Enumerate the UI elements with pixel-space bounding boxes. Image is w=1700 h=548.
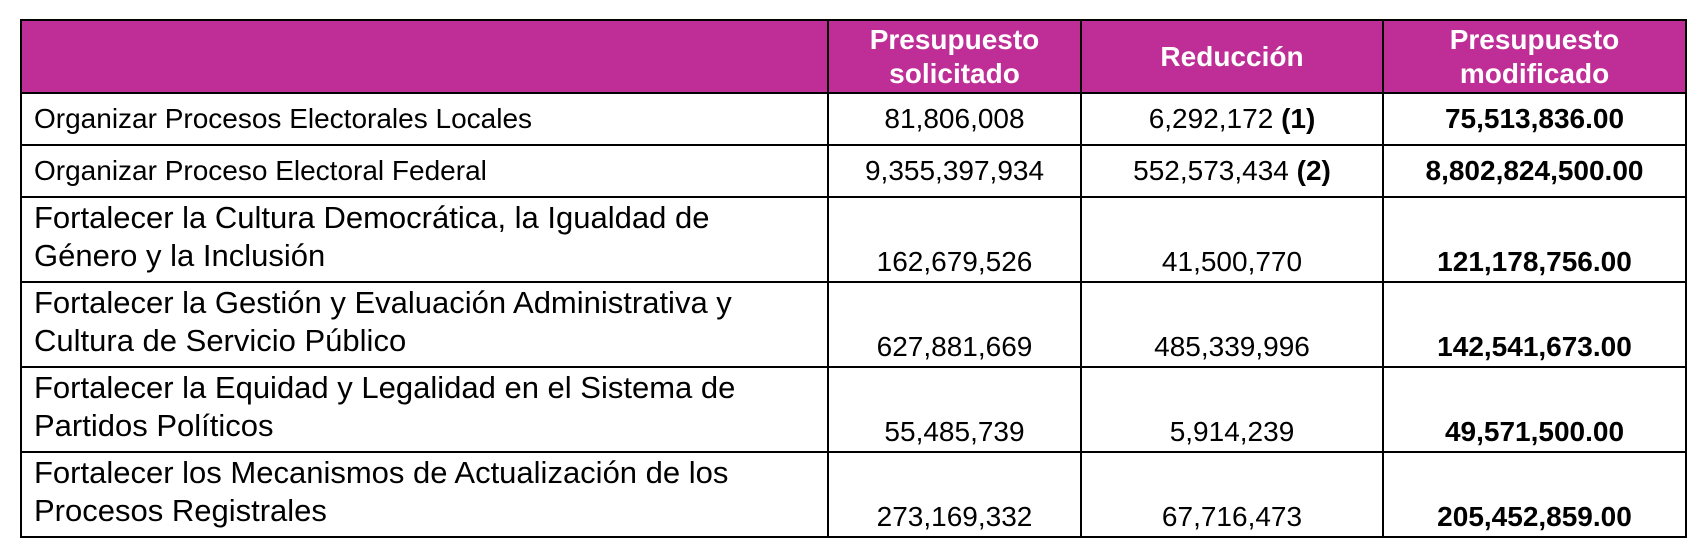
reduccion-cell: 485,339,996 <box>1080 281 1384 368</box>
modificado-cell: 205,452,859.00 <box>1382 451 1687 538</box>
table-row: Fortalecer la Cultura Democrática, la Ig… <box>20 196 1687 283</box>
table-row: Organizar Proceso Electoral Federal 9,35… <box>20 144 1687 198</box>
reduccion-cell: 552,573,434 (2) <box>1080 144 1384 198</box>
concept-cell: Fortalecer la Equidad y Legalidad en el … <box>20 366 829 453</box>
reduccion-cell: 67,716,473 <box>1080 451 1384 538</box>
table-row: Fortalecer los Mecanismos de Actualizaci… <box>20 451 1687 538</box>
modificado-cell: 121,178,756.00 <box>1382 196 1687 283</box>
reduccion-value: 6,292,172 <box>1148 103 1274 134</box>
header-row: Presupuesto solicitado Reducción Presupu… <box>20 19 1687 94</box>
concept-cell: Fortalecer los Mecanismos de Actualizaci… <box>20 451 829 538</box>
table-row: Fortalecer la Equidad y Legalidad en el … <box>20 366 1687 453</box>
reduccion-cell: 41,500,770 <box>1080 196 1384 283</box>
table-row: Organizar Procesos Electorales Locales 8… <box>20 92 1687 146</box>
modificado-cell: 75,513,836.00 <box>1382 92 1687 146</box>
solicitado-cell: 273,169,332 <box>827 451 1082 538</box>
reduccion-cell: 6,292,172 (1) <box>1080 92 1384 146</box>
concept-cell: Fortalecer la Gestión y Evaluación Admin… <box>20 281 829 368</box>
solicitado-cell: 55,485,739 <box>827 366 1082 453</box>
concept-cell: Fortalecer la Cultura Democrática, la Ig… <box>20 196 829 283</box>
solicitado-cell: 627,881,669 <box>827 281 1082 368</box>
table-header: Presupuesto solicitado Reducción Presupu… <box>20 19 1687 94</box>
budget-table: Presupuesto solicitado Reducción Presupu… <box>20 19 1687 538</box>
reduccion-cell: 5,914,239 <box>1080 366 1384 453</box>
modificado-cell: 142,541,673.00 <box>1382 281 1687 368</box>
solicitado-cell: 81,806,008 <box>827 92 1082 146</box>
table-body: Organizar Procesos Electorales Locales 8… <box>20 92 1687 538</box>
reduccion-value: 552,573,434 <box>1133 155 1289 186</box>
footnote-ref: (2) <box>1296 155 1331 186</box>
header-reduccion: Reducción <box>1080 19 1384 94</box>
modificado-cell: 8,802,824,500.00 <box>1382 144 1687 198</box>
header-presupuesto-modificado: Presupuesto modificado <box>1382 19 1687 94</box>
header-concept <box>20 19 829 94</box>
concept-cell: Organizar Proceso Electoral Federal <box>20 144 829 198</box>
concept-cell: Organizar Procesos Electorales Locales <box>20 92 829 146</box>
table-row: Fortalecer la Gestión y Evaluación Admin… <box>20 281 1687 368</box>
solicitado-cell: 162,679,526 <box>827 196 1082 283</box>
footnote-ref: (1) <box>1281 103 1316 134</box>
solicitado-cell: 9,355,397,934 <box>827 144 1082 198</box>
header-presupuesto-solicitado: Presupuesto solicitado <box>827 19 1082 94</box>
modificado-cell: 49,571,500.00 <box>1382 366 1687 453</box>
